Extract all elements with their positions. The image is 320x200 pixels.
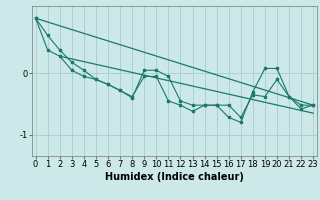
X-axis label: Humidex (Indice chaleur): Humidex (Indice chaleur) [105, 172, 244, 182]
